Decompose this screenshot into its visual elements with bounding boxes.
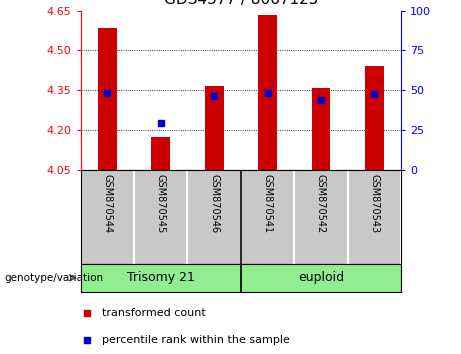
Text: transformed count: transformed count [101, 308, 205, 318]
Text: Trisomy 21: Trisomy 21 [127, 272, 195, 284]
Bar [312, 88, 331, 170]
Text: GSM870545: GSM870545 [156, 174, 166, 233]
Text: GSM870544: GSM870544 [102, 174, 112, 233]
Bar [151, 137, 170, 170]
Text: genotype/variation: genotype/variation [5, 273, 104, 283]
Bar [365, 67, 384, 170]
Text: GSM870543: GSM870543 [369, 174, 379, 233]
Bar [205, 86, 224, 170]
Text: euploid: euploid [298, 272, 344, 284]
Text: GSM870546: GSM870546 [209, 174, 219, 233]
Title: GDS4377 / 8067125: GDS4377 / 8067125 [164, 0, 318, 7]
Bar [98, 28, 117, 170]
Text: GSM870542: GSM870542 [316, 174, 326, 233]
Bar [258, 15, 277, 170]
Text: percentile rank within the sample: percentile rank within the sample [101, 335, 290, 345]
Text: GSM870541: GSM870541 [263, 174, 272, 233]
